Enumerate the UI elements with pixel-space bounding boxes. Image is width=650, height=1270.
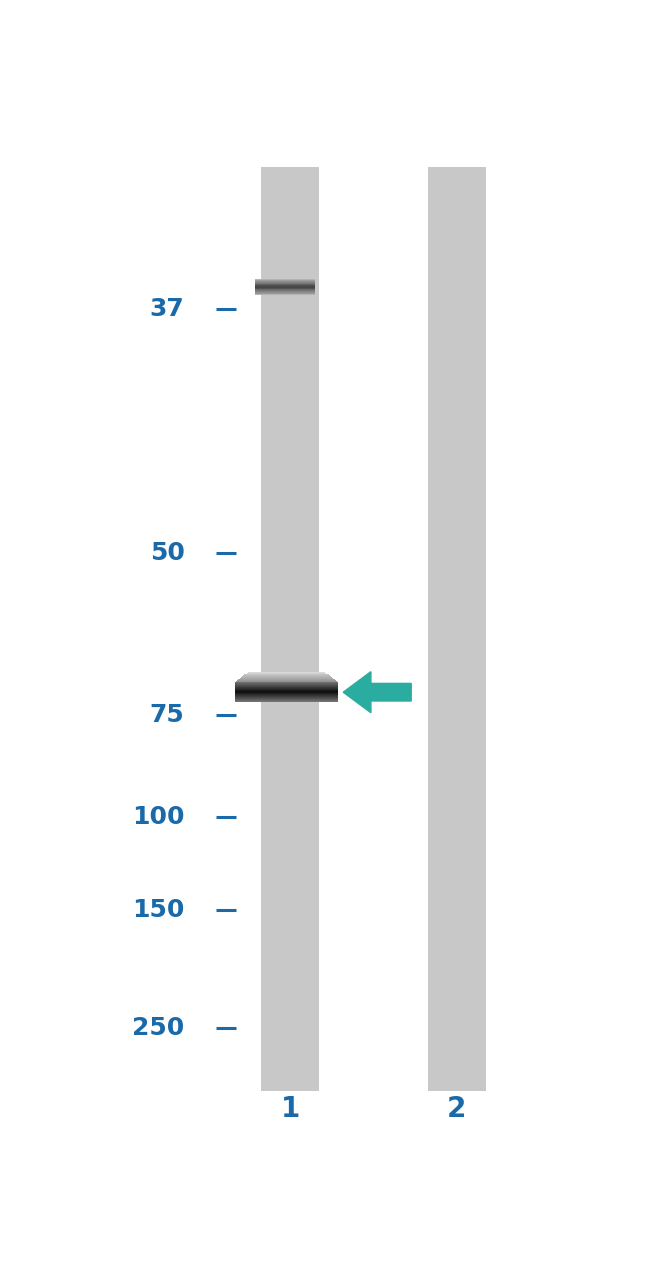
Text: 1: 1 bbox=[281, 1095, 300, 1123]
Text: 50: 50 bbox=[150, 541, 185, 565]
Bar bbox=[261, 168, 319, 1091]
Text: 37: 37 bbox=[150, 297, 185, 321]
Bar bbox=[428, 168, 486, 1091]
Text: 150: 150 bbox=[132, 898, 185, 922]
Text: 2: 2 bbox=[447, 1095, 466, 1123]
Text: 100: 100 bbox=[132, 805, 185, 829]
Text: 75: 75 bbox=[150, 702, 185, 726]
FancyArrow shape bbox=[343, 672, 411, 712]
Text: 250: 250 bbox=[132, 1016, 185, 1040]
